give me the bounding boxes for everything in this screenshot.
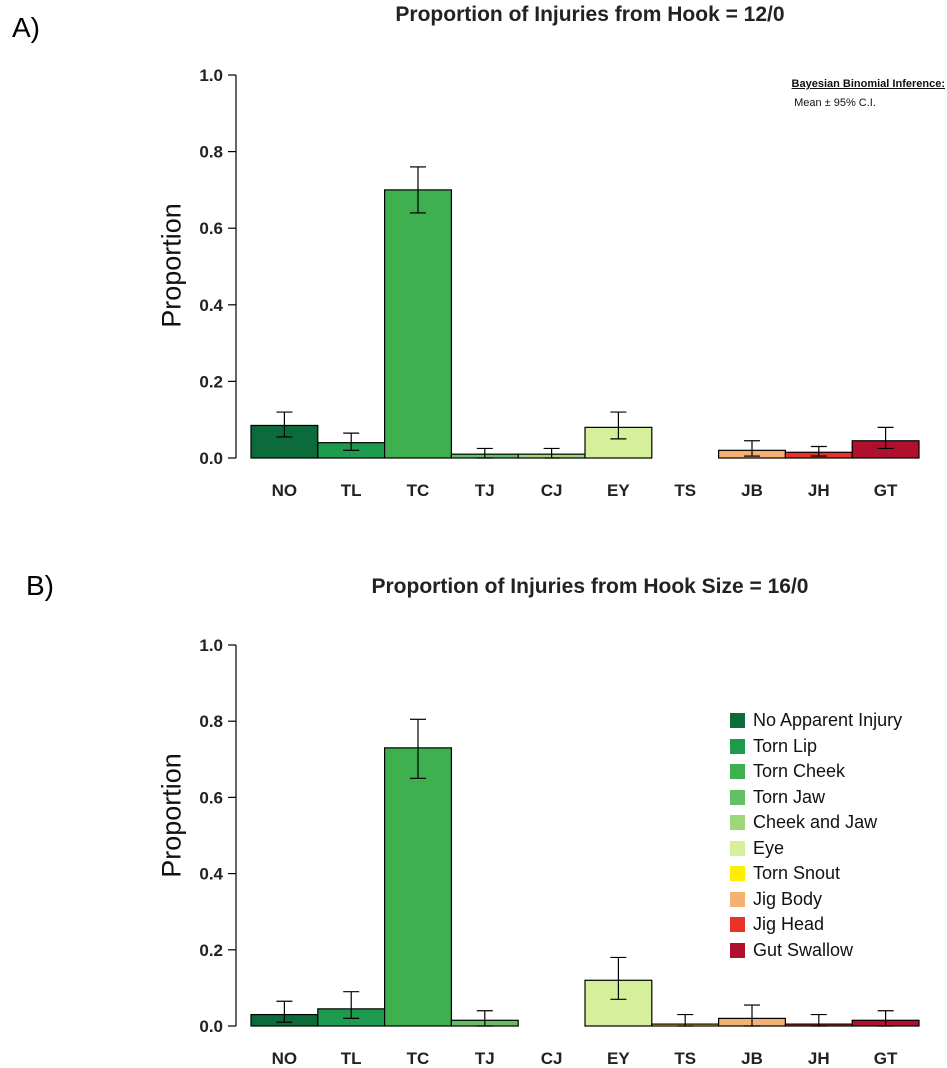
- legend-label: Jig Head: [753, 914, 825, 935]
- legend-label: Jig Body: [753, 888, 823, 909]
- annotation-title: Bayesian Binomial Inference:: [791, 78, 945, 90]
- x-tick-label: JB: [741, 1049, 763, 1068]
- chart-title: Proportion of Injuries from Hook Size = …: [371, 575, 809, 598]
- x-tick-label: TC: [407, 1049, 430, 1068]
- legend-item: Eye: [730, 836, 902, 862]
- annotation-subtitle: Mean ± 95% C.I.: [794, 97, 876, 109]
- x-tick-label: CJ: [541, 481, 563, 500]
- y-tick-label: 0.0: [199, 1017, 223, 1036]
- legend-label: Cheek and Jaw: [753, 812, 878, 833]
- legend-swatch: [730, 917, 745, 933]
- legend-swatch: [730, 815, 745, 831]
- y-tick-label: 0.2: [199, 941, 223, 960]
- x-tick-label: TL: [341, 481, 362, 500]
- error-bar-no: [276, 411, 293, 438]
- legend-swatch: [730, 764, 745, 780]
- legend-item: Torn Jaw: [730, 785, 902, 811]
- error-bar-ts: [677, 1013, 694, 1027]
- legend-item: Torn Cheek: [730, 759, 902, 785]
- legend-item: Torn Snout: [730, 861, 902, 887]
- panel-label: A): [12, 12, 40, 43]
- y-tick-label: 1.0: [199, 66, 223, 85]
- legend-label: Gut Swallow: [753, 939, 854, 960]
- legend-label: Torn Cheek: [753, 761, 846, 782]
- legend-label: No Apparent Injury: [753, 710, 903, 731]
- error-bar-gt: [877, 426, 894, 450]
- error-bar-tj: [476, 447, 493, 459]
- bar-tc: [384, 189, 453, 459]
- legend-swatch: [730, 738, 745, 754]
- legend-swatch: [730, 789, 745, 805]
- bar-tc: [384, 747, 453, 1027]
- x-tick-label: TC: [407, 481, 430, 500]
- error-bar-tj: [476, 1010, 493, 1027]
- x-tick-label: GT: [874, 1049, 898, 1068]
- bar-chart-a: 0.0 0.2 0.4 0.6 0.8 1.0 NO TL TC TJ CJ EY TS JB JH GT: [199, 66, 920, 500]
- y-tick-label: 0.2: [199, 372, 223, 391]
- legend-swatch: [730, 840, 745, 856]
- x-tick-label: EY: [607, 1049, 630, 1068]
- legend-label: Eye: [753, 837, 785, 858]
- x-tick-label: NO: [272, 481, 298, 500]
- legend-item: Torn Lip: [730, 734, 902, 760]
- error-bar-jh: [810, 445, 827, 457]
- panel-label: B): [26, 570, 54, 601]
- y-tick-label: 0.6: [199, 788, 223, 807]
- x-tick-label: GT: [874, 481, 898, 500]
- x-tick-label: JB: [741, 481, 763, 500]
- legend-item: No Apparent Injury: [730, 708, 902, 734]
- error-bar-ey: [610, 956, 627, 1000]
- legend: No Apparent Injury Torn Lip Torn Cheek T…: [730, 708, 902, 963]
- error-bar-cj: [543, 447, 560, 459]
- legend-item: Gut Swallow: [730, 938, 902, 964]
- legend-swatch: [730, 942, 745, 958]
- legend-label: Torn Lip: [753, 735, 818, 756]
- x-tick-label: JH: [808, 481, 830, 500]
- x-tick-label: NO: [272, 1049, 298, 1068]
- legend-item: Jig Body: [730, 887, 902, 913]
- x-tick-label: EY: [607, 481, 630, 500]
- legend-item: Jig Head: [730, 912, 902, 938]
- x-tick-label: TJ: [475, 481, 495, 500]
- x-tick-label: JH: [808, 1049, 830, 1068]
- error-bar-tc: [410, 718, 426, 779]
- legend-swatch: [730, 891, 745, 907]
- error-bar-jb: [744, 1004, 760, 1027]
- y-tick-label: 0.4: [199, 865, 223, 884]
- bar-chart-b: 0.0 0.2 0.4 0.6 0.8 1.0 NO TL TC TJ CJ EY TS JB JH GT: [199, 636, 920, 1068]
- y-tick-label: 0.8: [199, 712, 223, 731]
- y-tick-label: 0.8: [199, 143, 223, 162]
- error-bar-tc: [410, 166, 426, 214]
- x-tick-label: CJ: [541, 1049, 563, 1068]
- y-tick-label: 1.0: [199, 636, 223, 655]
- error-bar-tl: [343, 991, 360, 1019]
- panel-a: A) Proportion of Injuries from Hook = 12…: [12, 3, 945, 500]
- y-tick-label: 0.4: [199, 296, 223, 315]
- error-bar-jb: [744, 440, 760, 457]
- legend-label: Torn Jaw: [753, 786, 826, 807]
- y-tick-label: 0.6: [199, 219, 223, 238]
- x-tick-label: TS: [674, 1049, 696, 1068]
- legend-swatch: [730, 713, 745, 729]
- legend-label: Torn Snout: [753, 863, 841, 884]
- error-bar-gt: [877, 1010, 894, 1027]
- chart-title: Proportion of Injuries from Hook = 12/0: [395, 3, 785, 26]
- x-tick-label: TL: [341, 1049, 362, 1068]
- error-bar-no: [276, 1000, 293, 1023]
- y-tick-label: 0.0: [199, 449, 223, 468]
- x-tick-label: TS: [674, 481, 696, 500]
- error-bar-ey: [610, 411, 627, 440]
- legend-swatch: [730, 866, 745, 882]
- x-tick-label: TJ: [475, 1049, 495, 1068]
- panel-b: B) Proportion of Injuries from Hook Size…: [0, 534, 947, 1068]
- legend-item: Cheek and Jaw: [730, 810, 902, 836]
- error-bar-tl: [343, 432, 360, 451]
- error-bar-jh: [810, 1013, 827, 1027]
